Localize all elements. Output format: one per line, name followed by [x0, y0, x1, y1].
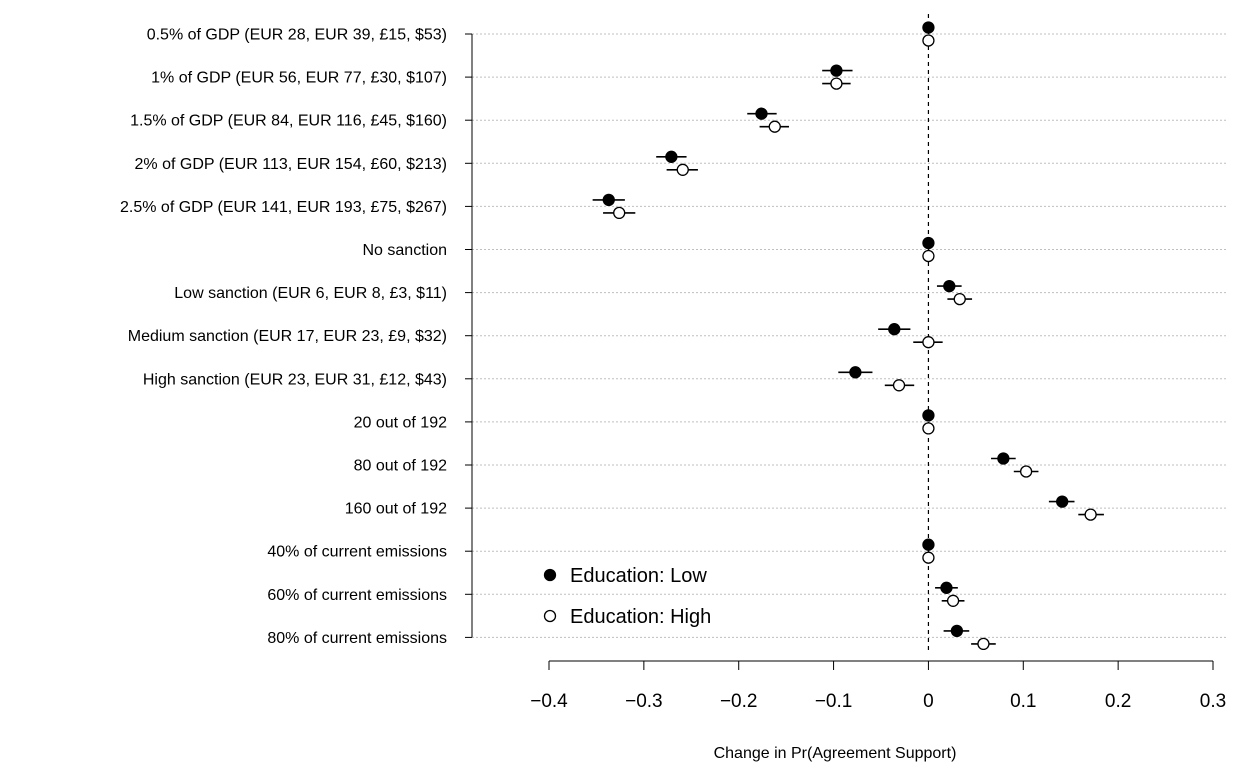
row-label: 160 out of 192	[345, 501, 447, 518]
point-high	[613, 206, 626, 220]
data-points	[592, 21, 1104, 651]
point-high	[946, 594, 960, 607]
point-low	[950, 624, 964, 638]
row-label: 2% of GDP (EUR 113, EUR 154, £60, $213)	[135, 156, 447, 173]
point-low	[922, 538, 935, 551]
grid-lines	[472, 33, 1228, 638]
point-low	[922, 21, 935, 34]
row-label: 60% of current emissions	[267, 587, 447, 604]
row-label: 80% of current emissions	[267, 630, 447, 647]
row-label: 40% of current emissions	[267, 544, 447, 561]
legend-marker-high	[543, 609, 557, 623]
point-low	[922, 409, 935, 422]
point-high	[1019, 465, 1033, 478]
x-tick-label: −0.3	[625, 691, 663, 712]
point-low	[997, 452, 1010, 465]
legend-label-high: Education: High	[570, 606, 711, 628]
row-label: 1% of GDP (EUR 56, EUR 77, £30, $107)	[151, 70, 447, 87]
point-low	[888, 323, 901, 336]
x-tick-label: −0.1	[815, 691, 853, 712]
point-low	[830, 64, 843, 77]
row-label: 1.5% of GDP (EUR 84, EUR 116, £45, $160)	[130, 113, 447, 130]
point-high	[892, 379, 906, 392]
point-low	[922, 236, 935, 250]
x-tick-label: −0.2	[720, 691, 758, 712]
legend-label-low: Education: Low	[570, 565, 707, 587]
row-label: 2.5% of GDP (EUR 141, EUR 193, £75, $267…	[120, 199, 447, 216]
row-label: High sanction (EUR 23, EUR 31, £12, $43)	[143, 371, 447, 388]
row-label: Low sanction (EUR 6, EUR 8, £3, $11)	[174, 285, 447, 302]
x-tick-label: 0.3	[1200, 691, 1226, 712]
point-high	[922, 336, 935, 349]
legend-marker-low	[543, 568, 557, 582]
x-tick-label: 0	[923, 691, 934, 712]
point-high	[922, 422, 935, 435]
point-high	[953, 292, 966, 306]
row-label: 0.5% of GDP (EUR 28, EUR 39, £15, $53)	[147, 27, 447, 44]
x-tick-label: 0.2	[1105, 691, 1131, 712]
point-high	[830, 77, 843, 90]
point-low	[602, 193, 615, 207]
point-low	[665, 150, 678, 163]
point-low	[849, 366, 862, 379]
x-axis-title: Change in Pr(Agreement Support)	[714, 745, 957, 762]
y-axis	[465, 33, 473, 638]
point-low	[755, 107, 768, 120]
point-high	[977, 637, 990, 651]
point-high	[922, 249, 935, 263]
legend: Education: Low Education: High	[543, 565, 711, 628]
point-high	[1084, 508, 1097, 521]
row-label: 20 out of 192	[354, 414, 448, 431]
point-low	[940, 581, 953, 594]
point-high	[768, 120, 781, 133]
row-label: Medium sanction (EUR 17, EUR 23, £9, $32…	[128, 328, 447, 345]
x-axis: −0.4 −0.3 −0.2 −0.1 0 0.1 0.2 0.3	[530, 660, 1226, 712]
point-high	[922, 34, 935, 47]
point-low	[1056, 495, 1069, 508]
point-high	[676, 163, 689, 176]
row-label: 80 out of 192	[354, 458, 448, 475]
point-high	[922, 551, 935, 564]
point-low	[943, 279, 956, 293]
y-axis-labels: 0.5% of GDP (EUR 28, EUR 39, £15, $53) 1%…	[120, 27, 447, 647]
row-label: No sanction	[363, 242, 448, 259]
x-tick-label: −0.4	[530, 691, 568, 712]
x-tick-label: 0.1	[1010, 691, 1036, 712]
